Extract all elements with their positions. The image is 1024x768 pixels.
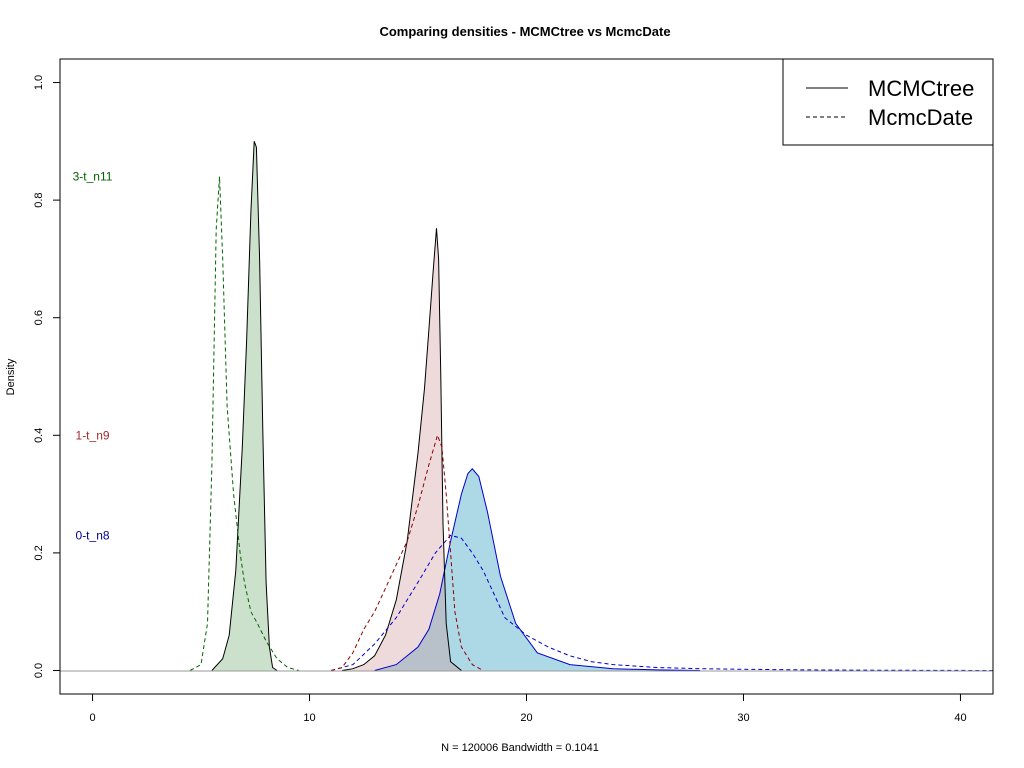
x-tick-label: 20 — [520, 712, 532, 724]
x-tick-label: 40 — [954, 712, 966, 724]
y-axis: 0.0 0.2 0.4 0.6 0.8 1.0 — [33, 75, 61, 678]
y-tick-label: 0.6 — [33, 310, 45, 325]
y-tick-label: 0.2 — [33, 545, 45, 560]
series-lines — [189, 141, 994, 671]
x-tick-label: 30 — [737, 712, 749, 724]
annotation-3-t-n11: 3-t_n11 — [73, 170, 113, 184]
annotation-1-t-n9: 1-t_n9 — [76, 428, 110, 442]
x-tick-label: 0 — [89, 712, 95, 724]
y-tick-label: 1.0 — [33, 75, 45, 90]
annotation-0-t-n8: 0-t_n8 — [76, 528, 110, 542]
y-axis-label: Density — [5, 358, 17, 395]
x-axis-label: N = 120006 Bandwidth = 0.1041 — [441, 742, 599, 754]
mcmctree-1-t-n9-density-line — [342, 228, 462, 671]
mcmcdate-1-t-n9-density-line — [331, 433, 484, 671]
y-tick-label: 0.0 — [33, 663, 45, 678]
legend-box — [782, 58, 994, 146]
legend: MCMCtree McmcDate — [782, 58, 994, 146]
mcmctree-0-t-n8-density-line — [374, 468, 701, 671]
y-tick-label: 0.8 — [33, 192, 45, 207]
chart-title: Comparing densities - MCMCtree vs McmcDa… — [379, 24, 670, 39]
legend-label-mcmctree: MCMCtree — [868, 76, 974, 101]
legend-label-mcmcdate: McmcDate — [868, 105, 973, 130]
mcmcdate-0-t-n8-density-line — [331, 534, 994, 671]
y-tick-label: 0.4 — [33, 428, 45, 443]
x-axis: 0 10 20 30 40 — [89, 693, 967, 724]
node-annotations: 3-t_n11 1-t_n9 0-t_n8 — [73, 170, 113, 543]
mcmctree-3-t-n11-density-line — [211, 141, 278, 671]
x-tick-label: 10 — [303, 712, 315, 724]
